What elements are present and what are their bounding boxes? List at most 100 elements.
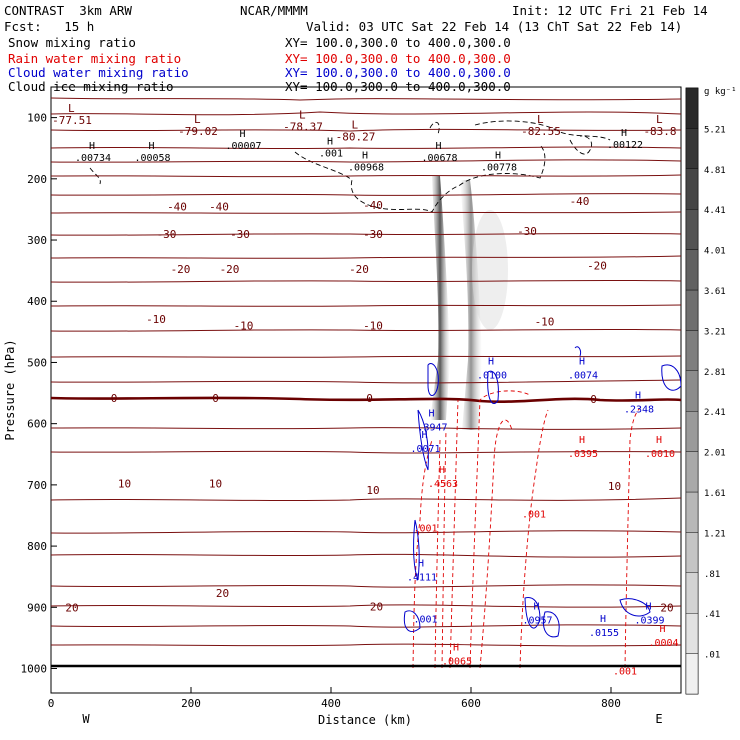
temperature-label: 10 xyxy=(366,484,379,497)
forecast-hour: Fcst: 15 h xyxy=(4,19,95,34)
colorbar-segment xyxy=(685,613,699,654)
model-title: CONTRAST 3km ARW xyxy=(4,3,132,18)
cloud-water-label: .2348 xyxy=(624,404,654,415)
temperature-label: 0 xyxy=(111,392,118,405)
colorbar-label: 5.21 xyxy=(704,125,726,135)
temperature-label: 10 xyxy=(608,480,621,493)
colorbar-label: 2.81 xyxy=(704,368,726,378)
colorbar-label: 3.61 xyxy=(704,287,726,297)
colorbar-segment xyxy=(685,289,699,331)
y-tick-label: 900 xyxy=(27,601,47,614)
low-value-label: -78.37 xyxy=(283,120,323,133)
y-tick-label: 700 xyxy=(27,479,47,492)
org-label: NCAR/MMMM xyxy=(240,3,308,18)
low-marker: L xyxy=(194,113,201,126)
colorbar-segment xyxy=(685,128,699,169)
x-tick-label: 0 xyxy=(48,697,55,710)
y-tick-label: 100 xyxy=(27,112,47,125)
high-marker: H xyxy=(660,624,666,635)
low-marker: L xyxy=(537,113,544,126)
low-marker: L xyxy=(656,113,663,126)
colorbar-segment xyxy=(685,451,699,493)
colorbar-segment xyxy=(685,87,699,129)
temperature-label: -20 xyxy=(220,263,240,276)
init-time: Init: 12 UTC Fri 21 Feb 14 xyxy=(512,3,708,18)
temperature-label: -10 xyxy=(146,313,166,326)
rain-label: .001 xyxy=(413,524,437,535)
y-axis-title: Pressure (hPa) xyxy=(3,339,17,440)
low-value-label: -77.51 xyxy=(52,114,92,127)
cloud-ice-contour-3 xyxy=(474,120,611,141)
snow-max-label: .00007 xyxy=(225,141,261,152)
snow-haze xyxy=(472,210,508,330)
high-marker: H xyxy=(149,141,155,152)
colorbar-segment xyxy=(685,249,699,291)
temperature-label: -30 xyxy=(363,228,383,241)
rain-label: .0010 xyxy=(645,449,675,460)
rain-label: .0395 xyxy=(568,449,598,460)
colorbar-segment xyxy=(685,491,699,533)
temperature-label: -20 xyxy=(171,263,191,276)
rain-label: .4563 xyxy=(428,479,458,490)
temperature-contours xyxy=(51,97,681,647)
temperature-label: -40 xyxy=(209,200,229,213)
rain-label: .0004 xyxy=(648,638,678,649)
colorbar-segment xyxy=(685,208,699,250)
colorbar-label: 1.61 xyxy=(704,489,726,499)
colorbar-label: .81 xyxy=(704,570,720,580)
snow-max-label: .00678 xyxy=(421,153,457,164)
temperature-label: -10 xyxy=(234,320,254,333)
temperature-label: -30 xyxy=(230,228,250,241)
colorbar-label: .01 xyxy=(704,651,720,661)
freezing-level xyxy=(51,396,681,403)
colorbar-label: 1.21 xyxy=(704,529,726,539)
high-marker: H xyxy=(362,151,368,162)
temperature-label: 0 xyxy=(212,392,219,405)
field-cloudwater-xy: XY= 100.0,300.0 to 400.0,300.0 xyxy=(285,65,511,80)
snow-max-label: .00968 xyxy=(348,163,384,174)
cloud-water-label: .0100 xyxy=(477,371,507,382)
low-value-label: -79.02 xyxy=(178,125,218,138)
field-rain-name: Rain water mixing ratio xyxy=(8,51,182,66)
rain-label: .0065 xyxy=(442,657,472,668)
temperature-label: 20 xyxy=(216,587,229,600)
temperature-label: -30 xyxy=(157,228,177,241)
low-marker: L xyxy=(68,102,75,115)
colorbar-segment xyxy=(685,532,699,574)
high-marker: H xyxy=(579,357,585,368)
colorbar-label: 4.41 xyxy=(704,206,726,216)
field-snow-xy: XY= 100.0,300.0 to 400.0,300.0 xyxy=(285,35,511,50)
temperature-label: 20 xyxy=(65,601,78,614)
temperature-label: 10 xyxy=(118,478,131,491)
colorbar-segment xyxy=(685,411,699,452)
y-tick-label: 1000 xyxy=(21,663,48,676)
high-marker: H xyxy=(240,129,246,140)
colorbar-segment xyxy=(685,572,699,614)
x-tick-label: 200 xyxy=(181,697,201,710)
high-marker: H xyxy=(635,390,641,401)
high-marker: H xyxy=(488,357,494,368)
west-label: W xyxy=(82,712,90,726)
high-marker: H xyxy=(439,465,445,476)
temperature-label: -20 xyxy=(349,263,369,276)
high-marker: H xyxy=(89,141,95,152)
temperature-label: -10 xyxy=(363,320,383,333)
high-marker: H xyxy=(495,151,501,162)
high-marker: H xyxy=(534,602,540,613)
cloud-water-label: .001 xyxy=(413,614,437,625)
high-marker: H xyxy=(418,559,424,570)
y-tick-label: 500 xyxy=(27,356,47,369)
cloud-water-label: .3947 xyxy=(417,423,447,434)
snow-max-label: .001 xyxy=(319,148,343,159)
rain-label: .001 xyxy=(613,666,637,677)
rain-contours xyxy=(412,390,641,669)
temperature-label: 0 xyxy=(590,393,597,406)
low-marker: L xyxy=(352,119,359,132)
temperature-label: -30 xyxy=(517,225,537,238)
x-tick-label: 600 xyxy=(461,697,481,710)
high-marker: H xyxy=(327,136,333,147)
y-tick-label: 200 xyxy=(27,173,47,186)
snow-max-label: .00122 xyxy=(607,140,643,151)
colorbar-label: 2.41 xyxy=(704,408,726,418)
colorbar-segment xyxy=(685,653,699,695)
